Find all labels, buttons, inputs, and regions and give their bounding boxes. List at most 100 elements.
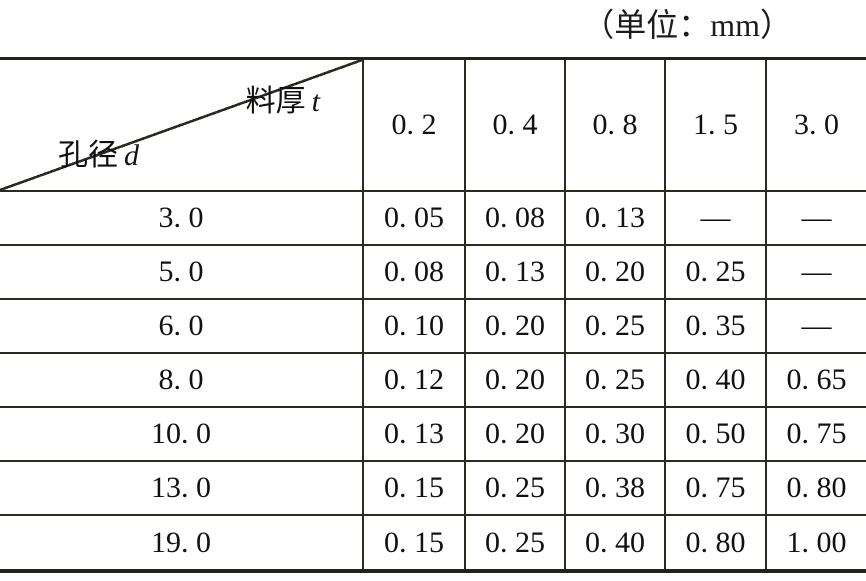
table-cell: 0. 15 xyxy=(362,460,466,516)
row-header-text: 10. 0 xyxy=(151,417,211,450)
table-cell: 0. 13 xyxy=(362,406,466,462)
col-header: 0. 8 xyxy=(564,60,666,192)
row-header-text: 8. 0 xyxy=(158,363,204,396)
cell-text: 0. 12 xyxy=(384,363,444,396)
col-header-text: 1. 5 xyxy=(693,108,738,141)
table-cell: — xyxy=(765,244,866,300)
row-header-text: 19. 0 xyxy=(151,525,211,559)
table-cell: 0. 20 xyxy=(464,406,566,462)
col-header-text: 0. 4 xyxy=(492,108,538,141)
table-cell: 0. 20 xyxy=(464,352,566,408)
cell-text: 0. 25 xyxy=(485,471,545,504)
row-header-text: 6. 0 xyxy=(158,309,204,342)
table-row: 13. 0 0. 15 0. 25 0. 38 0. 75 0. 80 xyxy=(0,460,866,516)
corner-top-var: t xyxy=(311,85,320,118)
table-cell: 0. 25 xyxy=(464,460,566,516)
cell-text: 0. 80 xyxy=(786,471,847,504)
cell-text: 0. 05 xyxy=(384,201,444,234)
col-header-text: 0. 8 xyxy=(592,108,638,141)
row-header: 8. 0 xyxy=(0,352,364,408)
table-cell: 0. 40 xyxy=(664,352,767,408)
cell-text: 0. 65 xyxy=(786,363,847,396)
unit-note: （单位：mm） xyxy=(582,7,792,43)
cell-text: 0. 08 xyxy=(384,255,444,288)
cell-text: 0. 20 xyxy=(485,363,545,396)
cell-text: — xyxy=(801,255,832,288)
cell-text: 0. 25 xyxy=(685,255,746,288)
table-cell: — xyxy=(765,190,866,246)
row-header-text: 5. 0 xyxy=(158,255,204,288)
table-cell: 0. 10 xyxy=(362,298,466,354)
corner-bottom-text: 孔径 xyxy=(58,139,118,172)
corner-bottom-var: d xyxy=(124,139,139,172)
corner-header-cell: 料厚 t 孔径 d xyxy=(0,60,364,192)
col-header: 0. 4 xyxy=(464,60,566,192)
cell-text: 0. 15 xyxy=(384,525,444,559)
row-header: 3. 0 xyxy=(0,190,364,246)
col-header: 1. 5 xyxy=(664,60,767,192)
table-cell: 0. 13 xyxy=(464,244,566,300)
cell-text: 0. 20 xyxy=(585,255,645,288)
row-header-text: 3. 0 xyxy=(158,201,204,234)
table-cell: 0. 35 xyxy=(664,298,767,354)
corner-top-text: 料厚 xyxy=(245,85,306,118)
cell-text: 0. 10 xyxy=(384,309,444,342)
cell-text: 0. 50 xyxy=(685,417,746,450)
col-header: 3. 0 xyxy=(765,60,866,192)
table-row: 5. 0 0. 08 0. 13 0. 20 0. 25 — xyxy=(0,244,866,300)
table-cell: 0. 13 xyxy=(564,190,666,246)
cell-text: 0. 20 xyxy=(485,309,545,342)
col-header: 0. 2 xyxy=(362,60,466,192)
table-row: 3. 0 0. 05 0. 08 0. 13 — — xyxy=(0,190,866,246)
tolerance-table: 料厚 t 孔径 d 0. 2 0. 4 0. 8 1. 5 3. 0 3. 0 0.… xyxy=(0,60,866,569)
cell-text: 0. 13 xyxy=(585,201,645,234)
cell-text: 0. 75 xyxy=(786,417,847,450)
col-header-text: 3. 0 xyxy=(794,108,839,141)
corner-top-label: 料厚 t xyxy=(246,76,320,120)
cell-text: 0. 13 xyxy=(485,255,545,288)
cell-text: 0. 30 xyxy=(585,417,645,450)
cell-text: 0. 08 xyxy=(485,201,545,234)
cell-text: 0. 40 xyxy=(585,525,645,559)
cell-text: — xyxy=(700,201,731,234)
cell-text: 0. 15 xyxy=(384,471,444,504)
table-cell: 0. 75 xyxy=(765,406,866,462)
cell-text: 0. 25 xyxy=(485,525,545,559)
table-cell: 0. 80 xyxy=(664,514,767,569)
table-cell: — xyxy=(765,298,866,354)
table-row: 8. 0 0. 12 0. 20 0. 25 0. 40 0. 65 xyxy=(0,352,866,408)
table-cell: 0. 30 xyxy=(564,406,666,462)
cell-text: 0. 20 xyxy=(485,417,545,450)
table-cell: 0. 15 xyxy=(362,514,466,569)
table-cell: — xyxy=(664,190,767,246)
cell-text: 0. 35 xyxy=(685,309,746,342)
table-row: 10. 0 0. 13 0. 20 0. 30 0. 50 0. 75 xyxy=(0,406,866,462)
table-cell: 0. 20 xyxy=(464,298,566,354)
row-header: 6. 0 xyxy=(0,298,364,354)
table-row: 6. 0 0. 10 0. 20 0. 25 0. 35 — xyxy=(0,298,866,354)
table-cell: 0. 08 xyxy=(464,190,566,246)
table-cell: 0. 12 xyxy=(362,352,466,408)
cell-text: 0. 25 xyxy=(585,309,645,342)
table-row: 19. 0 0. 15 0. 25 0. 40 0. 80 1. 00 xyxy=(0,514,866,569)
cell-text: — xyxy=(801,309,832,342)
cell-text: 0. 80 xyxy=(685,525,746,559)
cell-text: 0. 75 xyxy=(685,471,746,504)
row-header-text: 13. 0 xyxy=(151,471,211,504)
table-cell: 0. 25 xyxy=(464,514,566,569)
table-cell: 0. 20 xyxy=(564,244,666,300)
cell-text: 0. 38 xyxy=(585,471,645,504)
row-header: 19. 0 xyxy=(0,514,364,569)
table-frame: 料厚 t 孔径 d 0. 2 0. 4 0. 8 1. 5 3. 0 3. 0 0.… xyxy=(0,57,866,573)
table-cell: 0. 40 xyxy=(564,514,666,569)
table-cell: 0. 65 xyxy=(765,352,866,408)
table-cell: 0. 80 xyxy=(765,460,866,516)
corner-bottom-label: 孔径 d xyxy=(58,130,139,174)
table-cell: 0. 25 xyxy=(564,352,666,408)
table-cell: 0. 50 xyxy=(664,406,767,462)
table-cell: 0. 05 xyxy=(362,190,466,246)
table-cell: 0. 25 xyxy=(664,244,767,300)
col-header-text: 0. 2 xyxy=(391,108,437,141)
cell-text: 1. 00 xyxy=(786,525,847,559)
